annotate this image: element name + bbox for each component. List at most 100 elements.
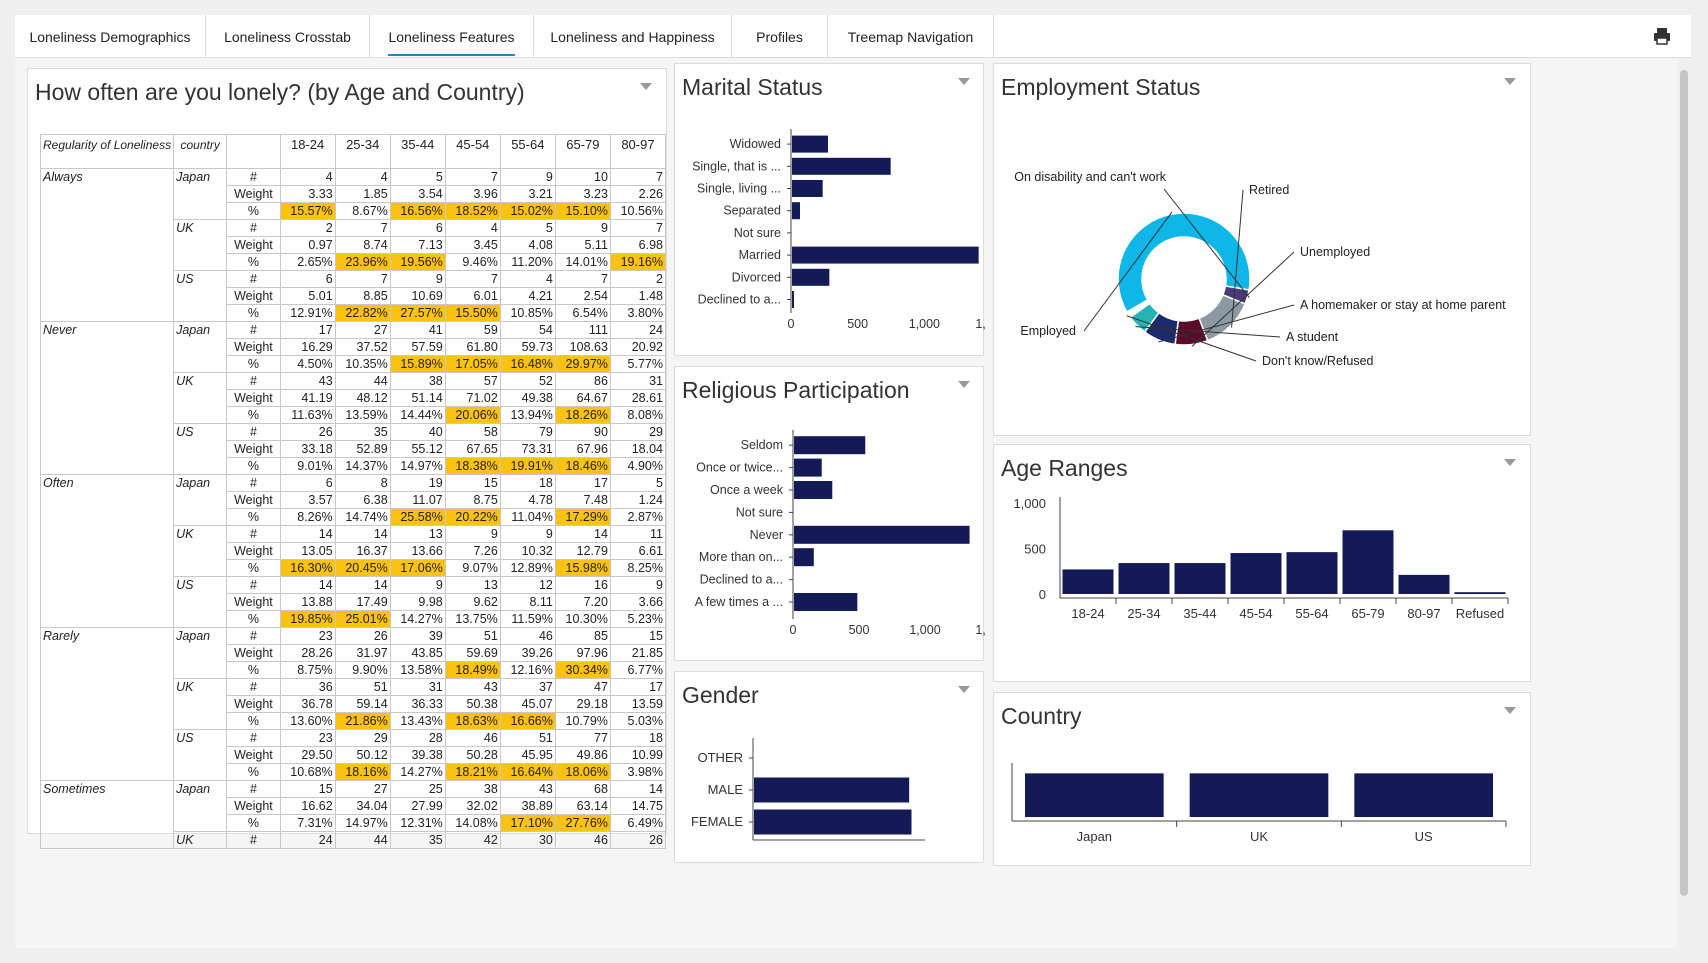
category-label: 18-24 (1071, 606, 1104, 621)
country-chart: Japan UK US (1011, 763, 1507, 844)
chevron-down-icon[interactable] (958, 78, 970, 85)
value-cell: 26 (334, 627, 391, 645)
value-cell: 8.11 (499, 593, 556, 611)
value-cell: 35 (389, 831, 446, 849)
measure-label: Weight (226, 746, 281, 764)
value-cell: 19.16% (609, 253, 667, 271)
value-cell: 50.38 (444, 695, 501, 713)
country-cell: Japan (173, 627, 228, 679)
value-cell: 19.85% (279, 610, 336, 628)
value-cell: 22.82% (334, 304, 391, 322)
category-label: MALE (708, 782, 744, 797)
value-cell: 8.74 (334, 236, 391, 254)
value-cell: 28 (389, 729, 446, 747)
value-cell: 4.08 (499, 236, 556, 254)
age-ranges-title: Age Ranges (1001, 455, 1128, 481)
value-cell: 50.28 (444, 746, 501, 764)
bar (1342, 530, 1394, 594)
y-tick-label: 0 (1039, 587, 1046, 602)
value-cell: 17.29% (554, 508, 611, 526)
x-tick-label: 0 (788, 317, 795, 331)
measure-label: % (226, 355, 281, 373)
value-cell: 1.85 (334, 185, 391, 203)
value-cell: 14.97% (334, 814, 391, 832)
tab-loneliness-crosstab[interactable]: Loneliness Crosstab (206, 15, 370, 58)
value-cell: 5.77% (609, 355, 667, 373)
measure-label: Weight (226, 695, 281, 713)
measure-label: # (226, 270, 281, 288)
value-cell: 15 (279, 780, 336, 798)
value-cell: 4.21 (499, 287, 556, 305)
marital-status-chart: Widowed Single, that is ... Single, living… (692, 129, 985, 331)
bar (794, 458, 822, 477)
value-cell: 41 (389, 321, 446, 339)
scrollbar-thumb[interactable] (1680, 70, 1688, 896)
table-row: % 7.31% 14.97% 12.31% 14.08% 17.10% 27.76% 6.49… (41, 814, 667, 832)
table-row: Weight 3.33 1.85 3.54 3.96 3.21 3.23 2.26 (41, 185, 667, 203)
value-cell: 9.90% (334, 661, 391, 679)
value-cell: 38 (444, 780, 501, 798)
tab-loneliness-and-happiness[interactable]: Loneliness and Happiness (534, 15, 732, 58)
country-cell: US (173, 576, 228, 628)
value-cell: 50.12 (334, 746, 391, 764)
vertical-scrollbar[interactable] (1677, 58, 1691, 948)
chevron-down-icon[interactable] (958, 686, 970, 693)
table-row: US #26 35 40 58 79 90 29 (41, 423, 667, 475)
value-cell: 52.89 (334, 440, 391, 458)
value-cell: 19 (389, 474, 446, 492)
tab-treemap-navigation[interactable]: Treemap Navigation (828, 15, 994, 58)
value-cell: 25 (389, 780, 446, 798)
measure-label: % (226, 406, 281, 424)
tab-loneliness-features[interactable]: Loneliness Features (370, 15, 534, 58)
value-cell: 26 (279, 423, 336, 441)
value-cell: 28.61 (609, 389, 667, 407)
value-cell: 71.02 (444, 389, 501, 407)
value-cell: 13.75% (444, 610, 501, 628)
category-label: US (1415, 829, 1433, 844)
printer-icon[interactable] (1651, 25, 1673, 47)
x-tick-label: 1,000 (909, 623, 940, 637)
tab-bar: Loneliness Demographics Loneliness Cross… (15, 15, 1691, 58)
chevron-down-icon[interactable] (1504, 78, 1516, 85)
value-cell: 3.54 (389, 185, 446, 203)
value-cell: 7.31% (279, 814, 336, 832)
value-cell: 7 (334, 270, 391, 288)
category-label: Declined to a... (698, 293, 781, 307)
value-cell: 59.73 (499, 338, 556, 356)
value-cell: 2.26 (609, 185, 667, 203)
category-label: Divorced (732, 270, 781, 284)
value-cell: 36.33 (389, 695, 446, 713)
value-cell: 40 (389, 423, 446, 441)
value-cell: 4 (334, 168, 391, 186)
value-cell: 13.59% (334, 406, 391, 424)
chevron-down-icon[interactable] (958, 381, 970, 388)
table-row: Sometimes Japan #15 27 25 38 43 68 14 (39, 780, 667, 849)
x-tick-label: 0 (790, 623, 797, 637)
value-cell: 19.56% (389, 253, 446, 271)
value-cell: 7 (609, 168, 667, 186)
value-cell: 52 (499, 372, 556, 390)
value-cell: 10.99 (609, 746, 667, 764)
header-country: country (173, 134, 228, 169)
chevron-down-icon[interactable] (1504, 707, 1516, 714)
tab-loneliness-demographics[interactable]: Loneliness Demographics (15, 15, 206, 58)
value-cell: 36 (279, 678, 336, 696)
value-cell: 6.98 (609, 236, 667, 254)
age-column-header: 35-44 (389, 134, 446, 169)
value-cell: 20.22% (444, 508, 501, 526)
table-row: % 8.75% 9.90% 13.58% 18.49% 12.16% 30.34% 6.77% (41, 661, 667, 679)
value-cell: 1.48 (609, 287, 667, 305)
value-cell: 15 (609, 627, 667, 645)
measure-label: Weight (226, 644, 281, 662)
value-cell: 6.77% (609, 661, 667, 679)
chevron-down-icon[interactable] (1504, 459, 1516, 466)
tab-profiles[interactable]: Profiles (732, 15, 828, 58)
value-cell: 9.01% (279, 457, 336, 475)
loneliness-group-cell: Always (39, 168, 175, 322)
measure-label: # (226, 627, 281, 645)
religious-participation-title: Religious Participation (682, 377, 910, 403)
value-cell: 68 (554, 780, 611, 798)
table-row: % 19.85% 25.01% 14.27% 13.75% 11.59% 10.30% 5.2… (41, 610, 667, 628)
bar (1454, 592, 1506, 594)
chevron-down-icon[interactable] (640, 83, 652, 90)
